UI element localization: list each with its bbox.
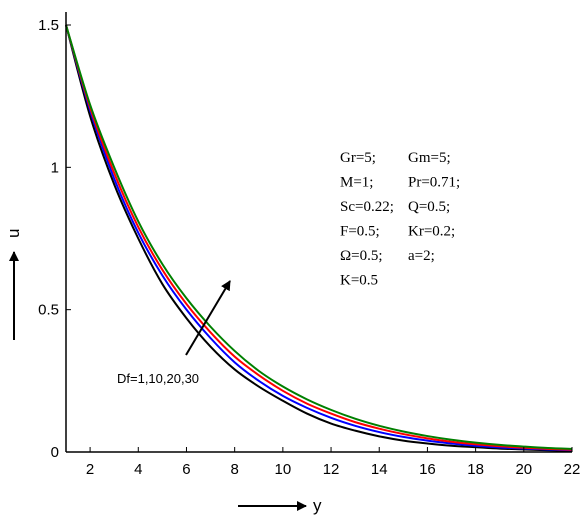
parameter-text: M=1; (340, 175, 373, 191)
x-tick-label: 2 (86, 461, 94, 478)
y-tick-label: 0 (51, 444, 59, 461)
parameter-text: F=0.5; (340, 224, 380, 240)
x-tick-label: 12 (323, 461, 340, 478)
parameter-text: a=2; (408, 248, 435, 264)
parameter-text: Ω=0.5; (340, 248, 383, 264)
series-line-4 (65, 24, 573, 450)
df-annotation: Df=1,10,20,30 (117, 371, 199, 386)
x-tick-label: 14 (371, 461, 388, 478)
y-axis-label: u (4, 229, 23, 238)
parameter-text: K=0.5 (340, 273, 378, 289)
x-tick-label: 22 (564, 461, 581, 478)
series-line-3 (65, 24, 573, 451)
series-line-1 (65, 24, 573, 452)
parameter-list: Gr=5; Gm=5; M=1; Pr=0.71; Sc=0.22; Q=0.5; F=0.… (340, 150, 460, 289)
parameter-text: Sc=0.22; (340, 199, 394, 215)
x-tick-label: 18 (467, 461, 484, 478)
series-line-2 (65, 24, 573, 452)
x-tick-label: 8 (230, 461, 238, 478)
x-ticks: 2 4 6 8 10 12 14 16 18 20 22 (86, 447, 580, 478)
y-tick-label: 1 (51, 159, 59, 176)
parameter-text: Pr=0.71; (408, 175, 460, 191)
parameter-text: Q=0.5; (408, 199, 450, 215)
x-tick-label: 6 (182, 461, 190, 478)
parameter-text: Kr=0.2; (408, 224, 455, 240)
x-axis-label: y (313, 496, 322, 515)
df-trend-arrow (185, 280, 231, 356)
x-tick-label: 4 (134, 461, 142, 478)
x-tick-label: 10 (275, 461, 292, 478)
y-tick-label: 0.5 (38, 302, 59, 319)
y-axis-label-group: u (4, 229, 23, 340)
y-ticks: 0 0.5 1 1.5 (38, 17, 71, 461)
x-tick-label: 20 (515, 461, 532, 478)
x-axis-label-group: y (238, 496, 322, 515)
parameter-text: Gm=5; (408, 150, 451, 166)
x-tick-label: 16 (419, 461, 436, 478)
parameter-text: Gr=5; (340, 150, 376, 166)
series-layer (65, 24, 573, 452)
y-tick-label: 1.5 (38, 17, 59, 34)
